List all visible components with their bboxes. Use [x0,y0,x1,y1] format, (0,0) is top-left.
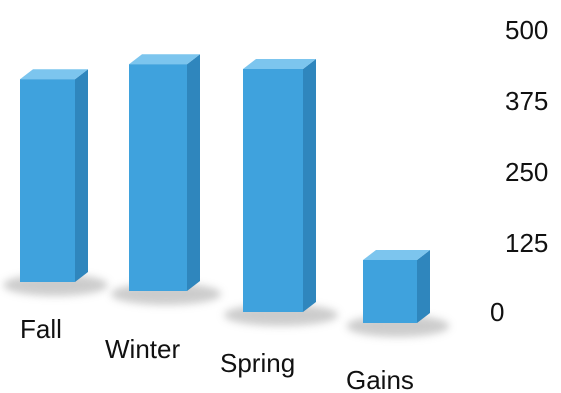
bar-top-face [363,250,430,260]
x-category-label: Gains [346,365,414,393]
bar-top-face [243,59,316,69]
y-tick-label: 125 [505,228,548,258]
bar-side-face [303,59,316,312]
x-category-label: Spring [220,348,295,378]
bar-front-face [243,69,303,312]
bar-side-face [417,250,430,323]
bar [346,250,450,337]
y-tick-label: 250 [505,157,548,187]
x-category-label: Fall [20,314,62,344]
y-tick-label: 500 [505,15,548,45]
bar [110,54,222,305]
x-category-label: Winter [105,334,180,364]
bar-side-face [187,54,200,292]
bar-front-face [129,64,187,291]
bar-front-face [363,260,417,323]
bar-front-face [20,79,75,282]
bar-top-face [129,54,200,65]
bar [3,69,108,296]
bar [224,59,338,326]
bar-top-face [20,69,88,80]
y-tick-label: 375 [505,86,548,116]
y-tick-label: 0 [490,297,504,327]
bar-side-face [75,69,88,282]
